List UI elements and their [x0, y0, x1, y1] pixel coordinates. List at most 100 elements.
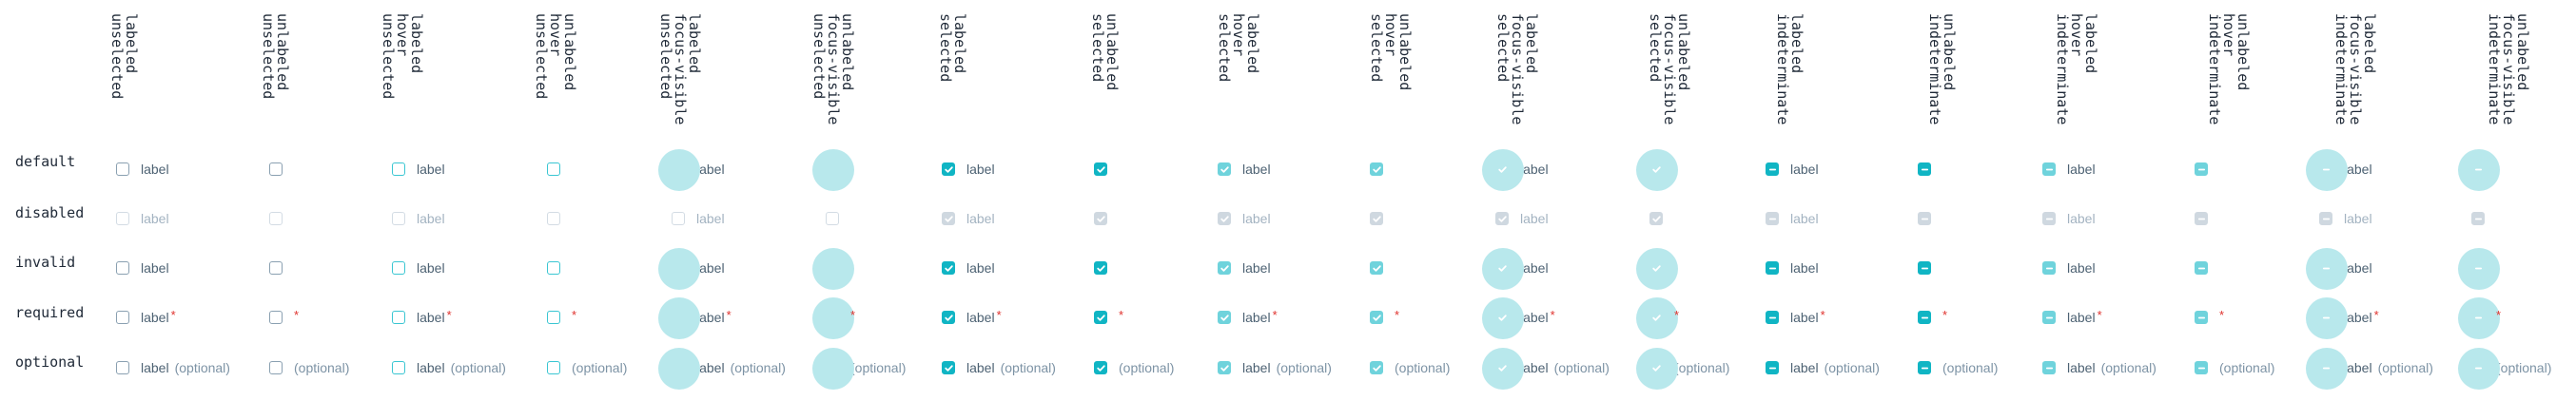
checkbox-box[interactable] — [2458, 297, 2500, 339]
checkbox-invalid-unlabeled-selected[interactable] — [1636, 248, 1678, 290]
checkbox-optional-unlabeled-indeterminate[interactable]: (optional) — [2195, 353, 2274, 382]
checkbox-invalid-labeled-selected[interactable]: label — [1482, 248, 1549, 290]
checkbox-box[interactable] — [2458, 149, 2500, 191]
checkbox-default-labeled-unselected[interactable]: label — [658, 149, 725, 191]
checkbox-box[interactable] — [812, 297, 854, 339]
checkbox-default-labeled-indeterminate[interactable]: label — [1766, 155, 1819, 183]
checkbox-optional-unlabeled-unselected[interactable]: (optional) — [269, 353, 349, 382]
checkbox-invalid-unlabeled-unselected[interactable] — [812, 248, 854, 290]
checkbox-default-labeled-indeterminate[interactable]: label — [2042, 155, 2096, 183]
checkbox-box[interactable] — [2458, 348, 2500, 390]
checkbox-box[interactable] — [116, 361, 129, 374]
checkbox-box[interactable] — [1482, 297, 1524, 339]
checkbox-box[interactable] — [2042, 261, 2056, 275]
checkbox-invalid-labeled-unselected[interactable]: label — [658, 248, 725, 290]
checkbox-box[interactable] — [2042, 162, 2056, 176]
checkbox-default-labeled-unselected[interactable]: label — [392, 155, 445, 183]
checkbox-optional-unlabeled-indeterminate[interactable]: (optional) — [2458, 348, 2551, 390]
checkbox-optional-labeled-unselected[interactable]: label (optional) — [658, 348, 786, 390]
checkbox-required-unlabeled-indeterminate[interactable]: * — [2195, 303, 2224, 332]
checkbox-optional-labeled-indeterminate[interactable]: label (optional) — [2306, 348, 2433, 390]
checkbox-box[interactable] — [392, 261, 405, 275]
checkbox-invalid-labeled-unselected[interactable]: label — [392, 254, 445, 282]
checkbox-invalid-labeled-unselected[interactable]: label — [116, 254, 169, 282]
checkbox-box[interactable] — [1370, 261, 1383, 275]
checkbox-box[interactable] — [1918, 361, 1931, 374]
checkbox-box[interactable] — [1094, 162, 1107, 176]
checkbox-default-unlabeled-unselected[interactable] — [269, 155, 283, 183]
checkbox-box[interactable] — [1218, 311, 1231, 324]
checkbox-box[interactable] — [1636, 149, 1678, 191]
checkbox-required-labeled-unselected[interactable]: label * — [658, 297, 732, 339]
checkbox-optional-unlabeled-selected[interactable]: (optional) — [1094, 353, 1174, 382]
checkbox-box[interactable] — [1918, 261, 1931, 275]
checkbox-box[interactable] — [392, 361, 405, 374]
checkbox-box[interactable] — [658, 149, 700, 191]
checkbox-box[interactable] — [1094, 311, 1107, 324]
checkbox-box[interactable] — [658, 297, 700, 339]
checkbox-invalid-labeled-indeterminate[interactable]: label — [2306, 248, 2372, 290]
checkbox-box[interactable] — [116, 162, 129, 176]
checkbox-default-unlabeled-indeterminate[interactable] — [2458, 149, 2500, 191]
checkbox-required-unlabeled-selected[interactable]: * — [1094, 303, 1123, 332]
checkbox-optional-unlabeled-selected[interactable]: (optional) — [1370, 353, 1450, 382]
checkbox-box[interactable] — [1918, 162, 1931, 176]
checkbox-box[interactable] — [2195, 261, 2208, 275]
checkbox-invalid-labeled-indeterminate[interactable]: label — [1766, 254, 1819, 282]
checkbox-box[interactable] — [1370, 361, 1383, 374]
checkbox-box[interactable] — [2195, 311, 2208, 324]
checkbox-box[interactable] — [2458, 248, 2500, 290]
checkbox-box[interactable] — [269, 311, 283, 324]
checkbox-required-unlabeled-indeterminate[interactable]: * — [1918, 303, 1947, 332]
checkbox-box[interactable] — [269, 162, 283, 176]
checkbox-default-unlabeled-selected[interactable] — [1636, 149, 1678, 191]
checkbox-required-labeled-selected[interactable]: label * — [942, 303, 1002, 332]
checkbox-box[interactable] — [547, 361, 560, 374]
checkbox-box[interactable] — [392, 162, 405, 176]
checkbox-required-unlabeled-unselected[interactable]: * — [812, 297, 855, 339]
checkbox-box[interactable] — [1370, 162, 1383, 176]
checkbox-box[interactable] — [658, 248, 700, 290]
checkbox-invalid-unlabeled-selected[interactable] — [1370, 254, 1383, 282]
checkbox-invalid-unlabeled-selected[interactable] — [1094, 254, 1107, 282]
checkbox-box[interactable] — [1766, 162, 1779, 176]
checkbox-default-unlabeled-unselected[interactable] — [812, 149, 854, 191]
checkbox-box[interactable] — [392, 311, 405, 324]
checkbox-invalid-labeled-selected[interactable]: label — [1218, 254, 1271, 282]
checkbox-default-labeled-selected[interactable]: label — [942, 155, 995, 183]
checkbox-default-unlabeled-selected[interactable] — [1094, 155, 1107, 183]
checkbox-optional-labeled-unselected[interactable]: label (optional) — [392, 353, 506, 382]
checkbox-invalid-unlabeled-indeterminate[interactable] — [2458, 248, 2500, 290]
checkbox-invalid-unlabeled-indeterminate[interactable] — [1918, 254, 1931, 282]
checkbox-box[interactable] — [2306, 248, 2348, 290]
checkbox-box[interactable] — [2306, 348, 2348, 390]
checkbox-box[interactable] — [1636, 248, 1678, 290]
checkbox-box[interactable] — [2195, 361, 2208, 374]
checkbox-required-unlabeled-unselected[interactable]: * — [269, 303, 299, 332]
checkbox-box[interactable] — [1218, 261, 1231, 275]
checkbox-box[interactable] — [942, 261, 955, 275]
checkbox-default-unlabeled-selected[interactable] — [1370, 155, 1383, 183]
checkbox-optional-unlabeled-unselected[interactable]: (optional) — [547, 353, 627, 382]
checkbox-box[interactable] — [1482, 348, 1524, 390]
checkbox-default-labeled-unselected[interactable]: label — [116, 155, 169, 183]
checkbox-optional-labeled-indeterminate[interactable]: label (optional) — [2042, 353, 2156, 382]
checkbox-optional-labeled-selected[interactable]: label (optional) — [942, 353, 1056, 382]
checkbox-optional-labeled-indeterminate[interactable]: label (optional) — [1766, 353, 1880, 382]
checkbox-default-labeled-indeterminate[interactable]: label — [2306, 149, 2372, 191]
checkbox-box[interactable] — [1918, 311, 1931, 324]
checkbox-box[interactable] — [1094, 261, 1107, 275]
checkbox-invalid-labeled-selected[interactable]: label — [942, 254, 995, 282]
checkbox-box[interactable] — [2306, 297, 2348, 339]
checkbox-optional-labeled-selected[interactable]: label (optional) — [1482, 348, 1610, 390]
checkbox-optional-unlabeled-selected[interactable]: (optional) — [1636, 348, 1729, 390]
checkbox-invalid-unlabeled-indeterminate[interactable] — [2195, 254, 2208, 282]
checkbox-required-unlabeled-unselected[interactable]: * — [547, 303, 576, 332]
checkbox-box[interactable] — [1636, 297, 1678, 339]
checkbox-box[interactable] — [1218, 361, 1231, 374]
checkbox-box[interactable] — [1766, 311, 1779, 324]
checkbox-optional-labeled-unselected[interactable]: label (optional) — [116, 353, 230, 382]
checkbox-box[interactable] — [2306, 149, 2348, 191]
checkbox-box[interactable] — [269, 261, 283, 275]
checkbox-box[interactable] — [942, 361, 955, 374]
